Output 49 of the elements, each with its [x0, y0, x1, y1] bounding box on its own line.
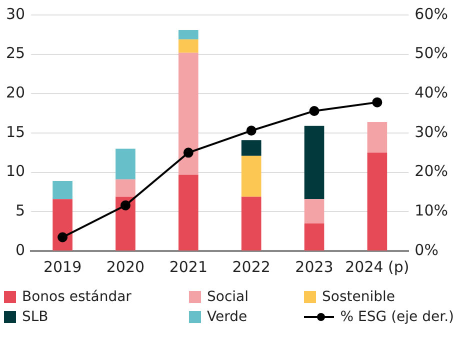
x-tick-label: 2022 — [232, 258, 270, 276]
bar — [367, 122, 388, 153]
x-tick-label: 2024 (p) — [345, 258, 410, 276]
bar — [178, 30, 198, 40]
legend-label: % ESG (eje der.) — [340, 309, 454, 325]
point — [183, 148, 194, 158]
point — [246, 126, 256, 136]
y-tick-label: 0 — [16, 240, 26, 259]
bar — [241, 196, 262, 250]
point — [309, 106, 320, 116]
x-tick-label: 2023 — [295, 258, 334, 276]
y-tick-label: 5 — [16, 202, 26, 220]
bar — [304, 126, 324, 200]
bar — [116, 179, 136, 197]
legend-label: Bonos estándar — [22, 289, 132, 305]
bar — [116, 148, 136, 180]
y2-tick-label: 20% — [414, 162, 448, 180]
legend-label: Verde — [207, 309, 248, 325]
bar — [178, 174, 198, 250]
point — [58, 232, 68, 242]
legend-label: Sostenible — [322, 289, 396, 305]
point — [372, 97, 382, 108]
y2-tick-label: 10% — [414, 202, 448, 220]
bar — [178, 39, 198, 53]
bar — [116, 196, 136, 250]
x-tick-label: 2019 — [43, 258, 82, 276]
y2-tick-label: 60% — [414, 4, 448, 23]
legend-label: SLB — [22, 309, 48, 325]
x-tick-label: 2021 — [169, 258, 208, 276]
bar — [367, 152, 388, 250]
y-tick-label: 10 — [6, 162, 26, 180]
bar — [241, 156, 262, 197]
bar — [52, 199, 72, 250]
y2-tick-label: 30% — [414, 122, 448, 141]
x-tick-label: 2020 — [106, 258, 145, 276]
point — [120, 200, 130, 210]
y2-tick-label: 50% — [414, 44, 448, 62]
y2-tick-label: 40% — [414, 84, 448, 102]
y-tick-label: 30 — [6, 4, 26, 23]
bar — [178, 52, 198, 175]
y-tick-label: 20 — [6, 84, 26, 102]
bar — [52, 180, 72, 200]
bar — [304, 199, 324, 224]
y-tick-label: 15 — [6, 122, 26, 141]
bar — [304, 223, 324, 250]
bar — [241, 140, 262, 156]
y2-tick-label: 0% — [414, 240, 438, 259]
legend-label: Social — [207, 289, 249, 305]
y-tick-label: 25 — [6, 44, 26, 62]
